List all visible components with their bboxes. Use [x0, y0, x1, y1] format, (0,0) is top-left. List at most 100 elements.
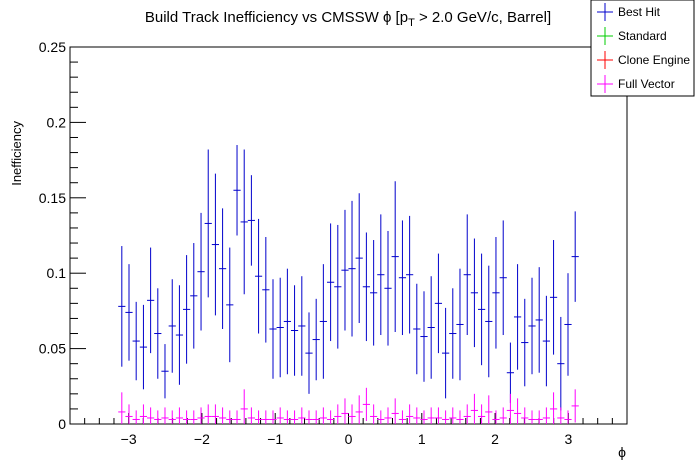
data-point	[290, 285, 299, 376]
data-point	[427, 407, 435, 424]
data-point	[571, 211, 579, 302]
data-point	[147, 247, 155, 354]
data-point	[391, 398, 399, 424]
data-point	[168, 279, 176, 373]
data-point	[298, 276, 306, 376]
data-point	[240, 149, 248, 295]
data-point	[276, 277, 284, 378]
data-point	[183, 410, 191, 424]
data-point	[535, 267, 543, 373]
data-point	[456, 410, 464, 424]
title-subscript: T	[408, 17, 415, 29]
data-point	[240, 389, 248, 424]
data-point	[175, 285, 184, 385]
data-point	[283, 268, 291, 375]
data-point	[499, 407, 507, 424]
series-best-hit	[118, 145, 579, 411]
data-point	[204, 149, 212, 298]
data-point	[477, 253, 486, 366]
legend-entry: Standard	[597, 27, 667, 45]
series-full-vector	[118, 387, 579, 424]
data-point	[427, 276, 435, 379]
data-point	[442, 307, 450, 399]
axis-tick-labels: −3 −2 −1 0 1 2 3 0 0.05 0.1 0.15 0.2 0.25	[39, 39, 573, 447]
data-point	[535, 410, 543, 424]
data-point	[211, 404, 220, 424]
legend-label: Standard	[618, 29, 667, 43]
data-point	[398, 220, 407, 336]
data-point	[319, 264, 327, 379]
data-point	[377, 410, 385, 424]
data-point	[442, 410, 450, 424]
data-point	[542, 407, 550, 424]
data-point	[449, 288, 457, 379]
data-point	[492, 237, 500, 349]
y-tick-label: 0.25	[39, 39, 66, 55]
data-point	[197, 212, 205, 331]
legend: Best Hit Standard Clone Engine Full Vector	[590, 0, 695, 97]
data-point	[355, 395, 363, 424]
data-point	[521, 298, 529, 387]
legend-label: Best Hit	[618, 5, 661, 19]
data-point	[348, 404, 356, 424]
data-point	[204, 404, 212, 424]
data-point	[470, 238, 479, 348]
data-point	[513, 264, 522, 370]
y-tick-label: 0.1	[47, 265, 67, 281]
data-point	[334, 224, 342, 349]
y-axis-label: Inefficiency	[9, 121, 24, 186]
data-point	[175, 407, 184, 424]
data-point	[341, 209, 349, 331]
data-point	[513, 398, 522, 424]
data-point	[327, 410, 335, 424]
data-point	[571, 389, 579, 423]
data-point	[477, 404, 486, 424]
data-point	[557, 407, 565, 424]
data-point	[190, 243, 198, 349]
y-tick-label: 0	[58, 416, 66, 432]
data-point	[413, 407, 421, 424]
series-layer	[118, 145, 579, 424]
chart-title: Build Track Inefficiency vs CMSSW ϕ [pT …	[145, 9, 551, 29]
data-point	[118, 246, 126, 367]
data-point	[506, 393, 514, 424]
data-point	[370, 404, 378, 424]
plot-frame	[69, 46, 628, 425]
data-point	[492, 410, 500, 424]
data-point	[305, 410, 313, 424]
data-point	[449, 407, 457, 424]
data-point	[542, 295, 550, 387]
x-axis-label: ϕ	[618, 444, 626, 460]
data-point	[226, 410, 234, 424]
legend-entry: Full Vector	[597, 75, 675, 93]
data-point	[269, 410, 277, 424]
data-point	[247, 407, 255, 424]
data-point	[132, 301, 140, 381]
data-point	[139, 304, 148, 390]
data-point	[211, 173, 220, 316]
data-point	[528, 277, 536, 375]
data-point	[290, 410, 299, 424]
data-point	[521, 407, 529, 424]
legend-label: Full Vector	[618, 77, 675, 91]
legend-entry: Best Hit	[597, 3, 661, 21]
data-point	[557, 316, 565, 411]
data-point	[125, 264, 133, 361]
data-point	[348, 200, 356, 337]
data-point	[218, 407, 227, 424]
data-point	[125, 404, 133, 424]
data-point	[549, 392, 558, 424]
data-point	[312, 298, 320, 381]
data-point	[377, 214, 385, 336]
legend-label: Clone Engine	[618, 53, 690, 67]
data-point	[312, 410, 320, 424]
data-point	[463, 404, 471, 424]
x-tick-label: −2	[194, 431, 210, 447]
data-point	[262, 410, 270, 424]
data-point	[334, 404, 342, 424]
data-point	[564, 410, 572, 424]
legend-box	[590, 0, 695, 97]
data-point	[161, 407, 169, 424]
data-point	[463, 214, 471, 336]
data-point	[434, 253, 443, 354]
